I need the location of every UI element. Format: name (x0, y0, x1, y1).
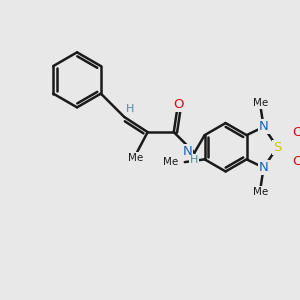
Text: O: O (292, 126, 300, 139)
Text: O: O (173, 98, 184, 111)
Text: O: O (292, 155, 300, 168)
Text: N: N (183, 145, 192, 158)
Text: S: S (273, 141, 282, 154)
Text: H: H (190, 155, 198, 166)
Text: N: N (259, 120, 268, 134)
Text: Me: Me (253, 187, 268, 196)
Text: Me: Me (128, 153, 143, 163)
Text: H: H (126, 104, 134, 114)
Text: Me: Me (253, 98, 268, 108)
Text: N: N (259, 161, 268, 174)
Text: Me: Me (163, 157, 178, 167)
